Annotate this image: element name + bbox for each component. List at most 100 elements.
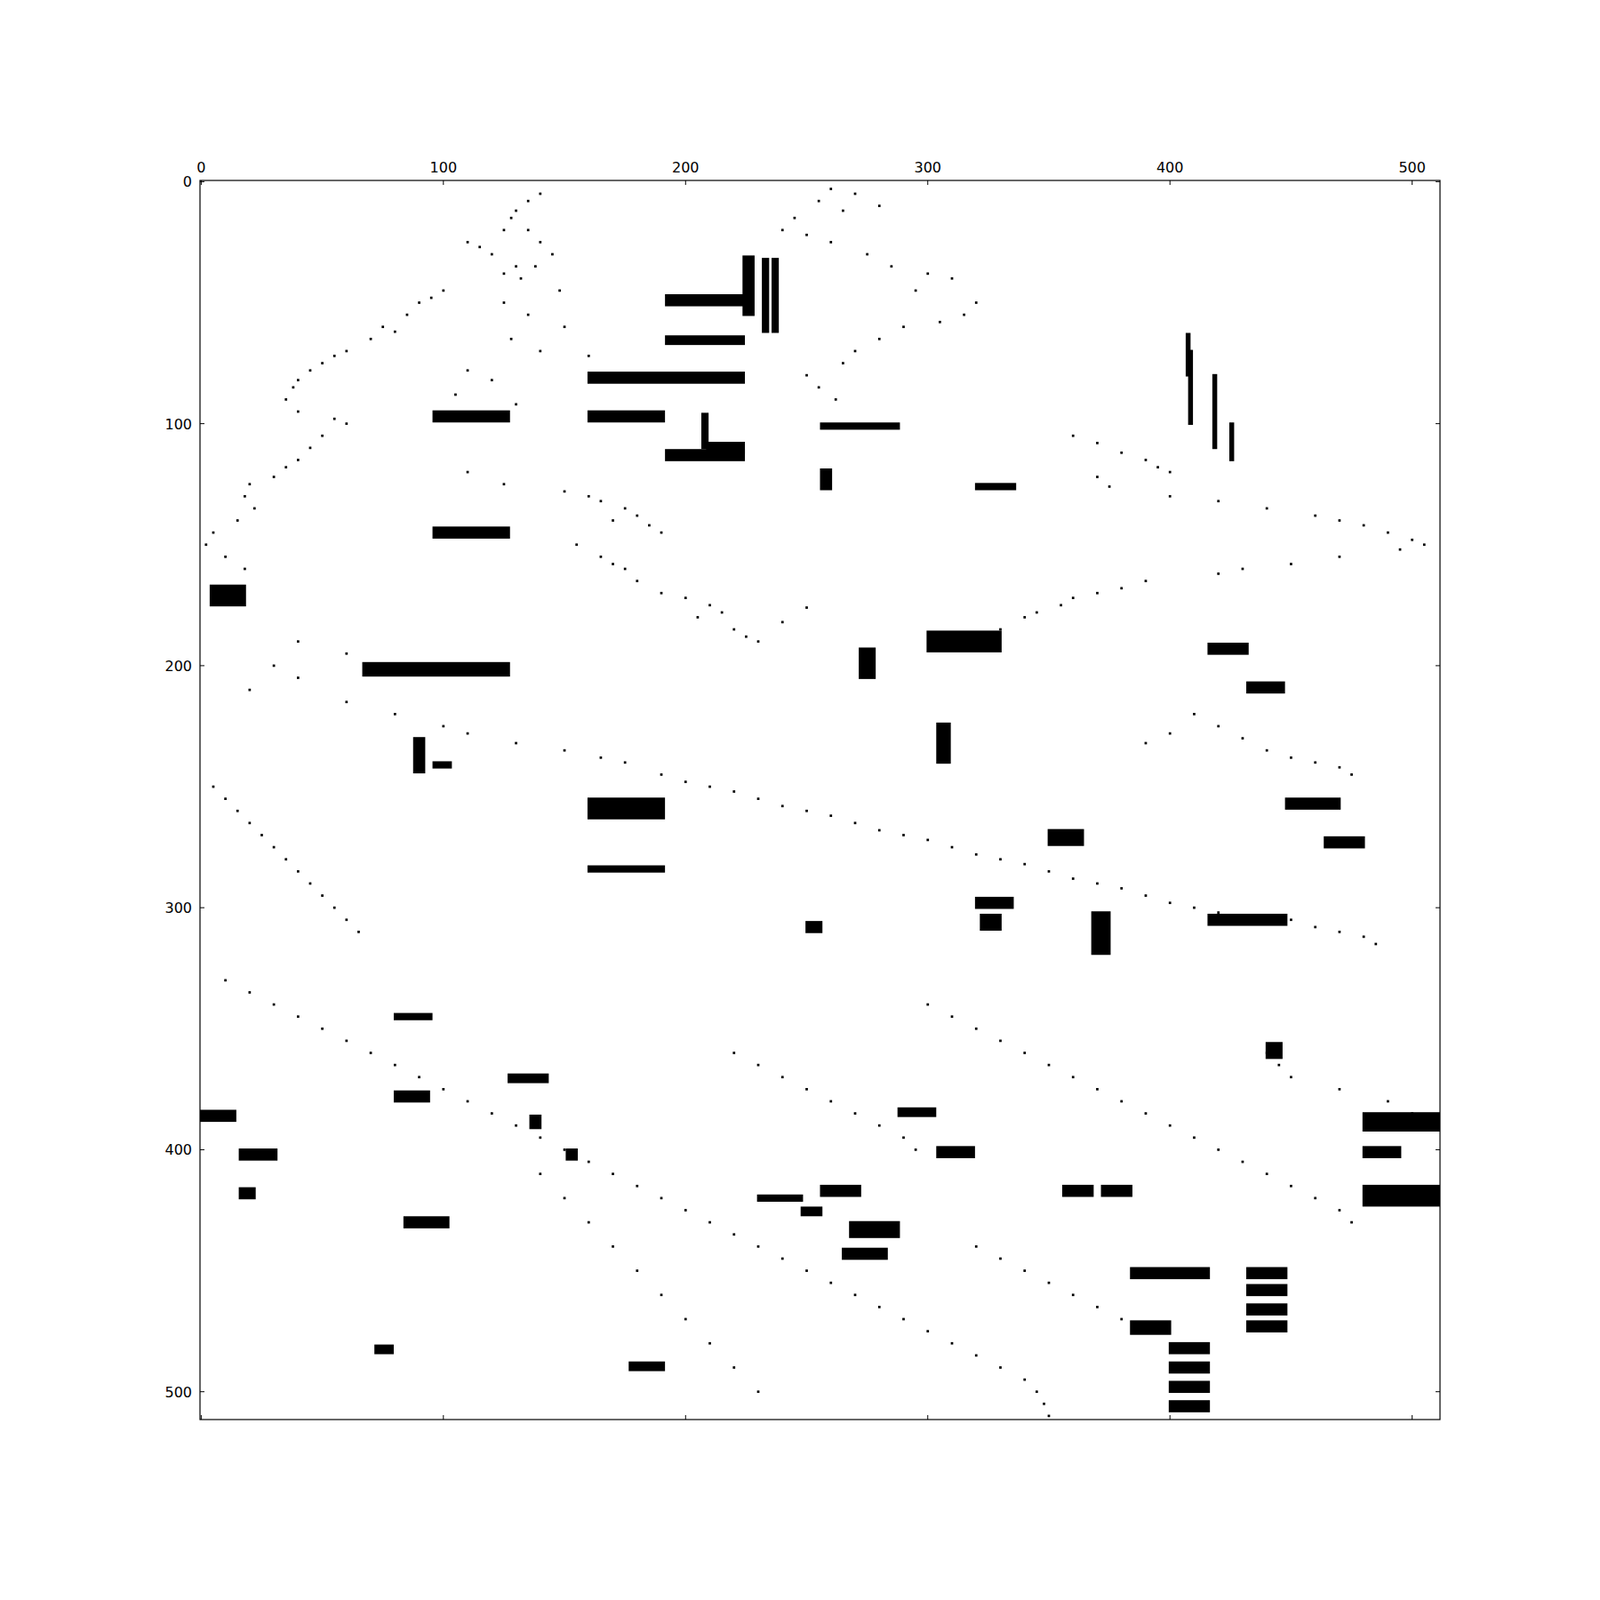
nonzero-block [413, 736, 426, 774]
nonzero-point [1410, 1112, 1414, 1115]
x-tick [200, 180, 202, 185]
nonzero-block [587, 865, 665, 873]
nonzero-point [406, 313, 409, 317]
nonzero-block [820, 468, 833, 491]
nonzero-point [1156, 465, 1160, 469]
nonzero-point [527, 313, 530, 317]
nonzero-point [865, 253, 869, 256]
nonzero-point [1192, 1136, 1196, 1139]
nonzero-point [1216, 572, 1220, 576]
nonzero-point [648, 524, 651, 528]
nonzero-block [362, 662, 511, 677]
nonzero-point [744, 635, 748, 639]
nonzero-point [660, 1197, 664, 1200]
nonzero-block [628, 1361, 665, 1372]
nonzero-point [1350, 773, 1353, 776]
nonzero-point [1338, 519, 1342, 522]
nonzero-point [272, 846, 276, 849]
nonzero-point [781, 1257, 784, 1261]
nonzero-point [1072, 877, 1075, 880]
nonzero-point [1048, 870, 1051, 873]
nonzero-point [296, 410, 300, 414]
nonzero-point [1168, 732, 1172, 736]
nonzero-point [296, 1015, 300, 1018]
nonzero-point [611, 562, 615, 566]
nonzero-point [1059, 603, 1063, 607]
nonzero-point [732, 790, 736, 793]
nonzero-point [829, 1281, 832, 1285]
x-tick [927, 180, 928, 185]
x-tick [1411, 180, 1413, 185]
nonzero-point [1120, 1100, 1123, 1104]
nonzero-point [1289, 562, 1293, 566]
nonzero-point [260, 833, 264, 837]
nonzero-point [538, 1136, 542, 1139]
nonzero-point [1023, 616, 1026, 619]
nonzero-point [563, 325, 567, 328]
nonzero-point [805, 1269, 808, 1272]
nonzero-point [635, 514, 639, 518]
nonzero-point [1048, 1064, 1051, 1067]
nonzero-point [635, 1184, 639, 1188]
nonzero-point [926, 1329, 929, 1333]
nonzero-block [820, 422, 901, 430]
nonzero-point [309, 368, 312, 372]
nonzero-point [878, 1305, 881, 1309]
nonzero-point [1048, 1281, 1051, 1285]
nonzero-point [514, 402, 518, 406]
nonzero-point [1035, 1390, 1039, 1393]
nonzero-point [1265, 507, 1269, 511]
nonzero-point [551, 253, 554, 256]
nonzero-point [369, 337, 373, 341]
nonzero-point [344, 918, 348, 921]
nonzero-block [936, 1145, 976, 1159]
plot-background [200, 180, 1440, 1420]
nonzero-point [344, 652, 348, 656]
nonzero-point [224, 797, 227, 800]
nonzero-point [563, 749, 567, 752]
nonzero-point [538, 192, 542, 196]
nonzero-point [417, 1075, 421, 1079]
nonzero-block [975, 896, 1015, 910]
nonzero-point [320, 361, 324, 365]
y-tick [200, 1391, 205, 1392]
nonzero-point [1192, 906, 1196, 910]
y-tick [1435, 423, 1440, 424]
nonzero-point [793, 216, 797, 220]
nonzero-block [587, 410, 665, 424]
nonzero-point [926, 272, 929, 275]
nonzero-point [503, 482, 506, 486]
nonzero-point [558, 289, 561, 293]
nonzero-point [1216, 499, 1220, 503]
nonzero-block [1265, 1041, 1283, 1059]
nonzero-point [248, 991, 251, 994]
y-tick [200, 907, 205, 909]
nonzero-point [1168, 471, 1172, 474]
nonzero-block [1362, 1145, 1402, 1159]
nonzero-point [1216, 1148, 1220, 1152]
nonzero-point [466, 240, 470, 244]
nonzero-point [854, 822, 857, 825]
nonzero-point [1241, 568, 1245, 571]
nonzero-point [781, 228, 784, 232]
nonzero-block [1091, 911, 1112, 955]
nonzero-point [1168, 495, 1172, 498]
nonzero-point [1144, 458, 1148, 462]
nonzero-block [664, 294, 752, 307]
nonzero-point [902, 833, 905, 837]
y-tick [1435, 664, 1440, 666]
nonzero-block [800, 1206, 824, 1216]
nonzero-block [1129, 1320, 1171, 1335]
nonzero-block [1048, 829, 1085, 847]
nonzero-block [1207, 913, 1288, 927]
nonzero-point [684, 1208, 688, 1212]
nonzero-point [204, 543, 208, 546]
nonzero-point [1374, 943, 1377, 946]
nonzero-point [369, 1051, 373, 1055]
nonzero-point [1241, 736, 1245, 740]
nonzero-block [848, 1221, 900, 1239]
nonzero-point [344, 350, 348, 353]
nonzero-point [1362, 524, 1366, 528]
nonzero-point [1241, 1160, 1245, 1164]
nonzero-point [757, 1390, 760, 1393]
